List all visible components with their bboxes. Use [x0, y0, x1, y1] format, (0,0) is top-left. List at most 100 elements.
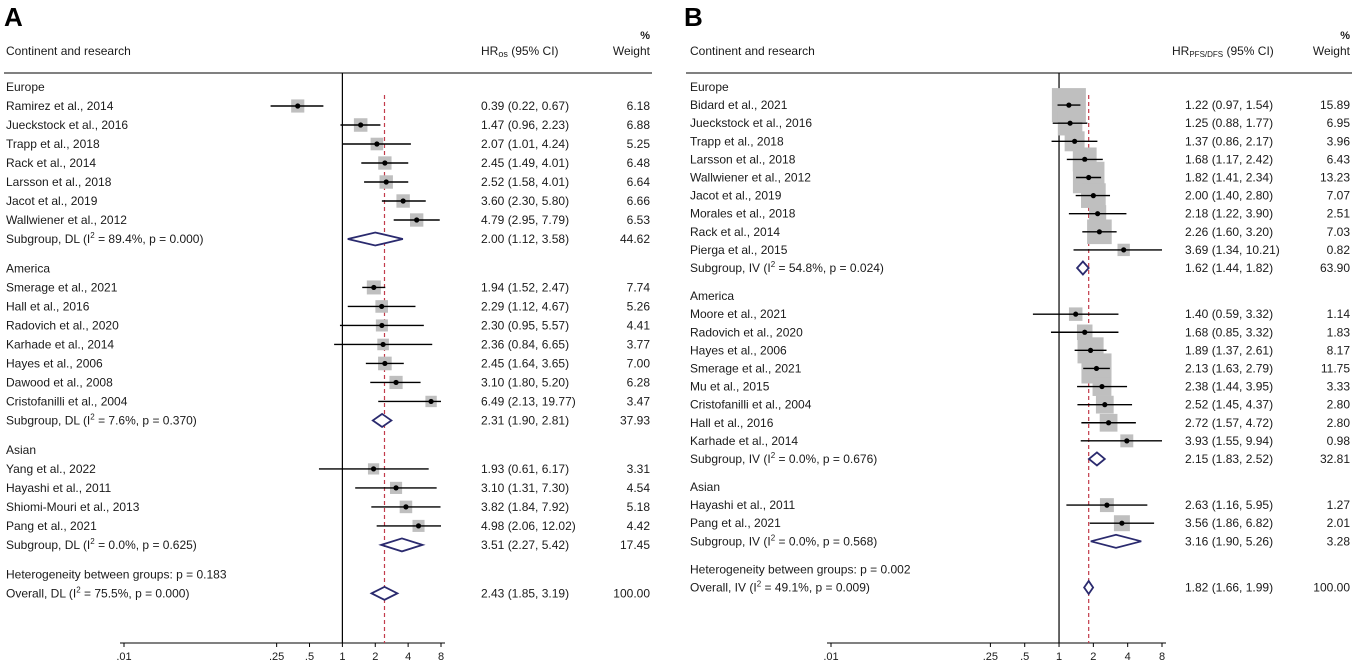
study-point-estimate: [1121, 247, 1127, 253]
study-weight-value: 8.17: [1327, 343, 1351, 357]
study-weight-value: 3.33: [1327, 380, 1351, 394]
study-point-estimate: [358, 122, 364, 128]
study-point-estimate: [379, 303, 385, 310]
subgroup-label: Subgroup, IV (I2 = 0.0%, p = 0.568): [690, 533, 877, 548]
study-weight-value: 1.27: [1327, 498, 1351, 512]
study-label: Yang et al., 2022: [6, 462, 96, 476]
panel-label: A: [4, 2, 23, 32]
study-ci-value: 2.26 (1.60, 3.20): [1185, 225, 1273, 239]
study-label: Bidard et al., 2021: [690, 98, 788, 112]
study-ci-value: 3.60 (2.30, 5.80): [481, 194, 569, 208]
study-weight-value: 6.66: [627, 194, 651, 208]
header-weight: Weight: [613, 44, 651, 58]
group-heading: Europe: [6, 80, 45, 94]
study-ci-value: 1.37 (0.86, 2.17): [1185, 134, 1273, 148]
study-label: Larsson et al., 2018: [6, 175, 112, 189]
subgroup-diamond: [371, 412, 393, 429]
study-point-estimate: [295, 103, 301, 109]
study-point-estimate: [1102, 402, 1108, 408]
study-ci-value: 3.69 (1.34, 10.21): [1185, 243, 1280, 257]
study-point-estimate: [1067, 120, 1073, 126]
overall-ci-value: 2.43 (1.85, 3.19): [481, 586, 569, 600]
study-label: Wallwiener et al., 2012: [690, 171, 811, 185]
study-ci-value: 1.22 (0.97, 1.54): [1185, 98, 1273, 112]
study-ci-value: 2.07 (1.01, 4.24): [481, 137, 569, 151]
study-weight-value: 3.96: [1327, 134, 1351, 148]
study-point-estimate: [1104, 502, 1110, 508]
subgroup-label: Subgroup, IV (I2 = 54.8%, p = 0.024): [690, 260, 884, 275]
forest-panel-a: A Continent and research HRos (95% CI)% Wei…: [4, 2, 652, 663]
group-heading: Europe: [690, 80, 729, 94]
x-tick-label: 8: [1159, 651, 1165, 663]
study-ci-value: 2.30 (0.95, 5.57): [481, 318, 569, 332]
study-label: Radovich et al., 2020: [6, 318, 119, 332]
overall-label: Overall, IV (I2 = 49.1%, p = 0.009): [690, 579, 870, 594]
study-label: Jacot et al., 2019: [6, 194, 98, 208]
study-label: Rack et al., 2014: [6, 156, 96, 170]
study-point-estimate: [428, 398, 434, 405]
study-ci-value: 3.10 (1.80, 5.20): [481, 375, 569, 389]
study-ci-value: 2.00 (1.40, 2.80): [1185, 189, 1273, 203]
study-label: Smerage et al., 2021: [6, 280, 118, 294]
study-label: Hayes et al., 2006: [6, 356, 103, 370]
study-label: Pang et al., 2021: [6, 519, 97, 533]
study-ci-value: 2.29 (1.12, 4.67): [481, 299, 569, 313]
header-weight: Weight: [1313, 44, 1351, 58]
subgroup-weight-value: 63.90: [1320, 261, 1350, 275]
study-point-estimate: [383, 179, 389, 185]
study-weight-value: 2.51: [1327, 207, 1351, 221]
subgroup-weight-value: 3.28: [1327, 534, 1351, 548]
subgroup-diamond: [1090, 533, 1142, 549]
study-point-estimate: [393, 379, 399, 386]
subgroup-weight-value: 44.62: [620, 232, 650, 246]
subgroup-weight-value: 17.45: [620, 538, 650, 552]
study-point-estimate: [415, 523, 422, 529]
study-ci-value: 2.45 (1.64, 3.65): [481, 356, 569, 370]
study-ci-value: 2.72 (1.57, 4.72): [1185, 416, 1273, 430]
study-weight-value: 6.28: [627, 375, 651, 389]
overall-weight-value: 100.00: [1313, 580, 1350, 594]
study-label: Dawood et al., 2008: [6, 375, 113, 389]
x-tick-label: 4: [405, 651, 411, 663]
study-weight-value: 7.00: [627, 356, 651, 370]
study-label: Mu et al., 2015: [690, 380, 770, 394]
study-ci-value: 4.98 (2.06, 12.02): [481, 519, 576, 533]
study-point-estimate: [1087, 347, 1094, 353]
study-label: Hayes et al., 2006: [690, 343, 787, 357]
study-point-estimate: [382, 160, 388, 166]
header-effect: HRos (95% CI): [481, 44, 559, 59]
study-label: Wallwiener et al., 2012: [6, 213, 127, 227]
study-point-estimate: [1119, 520, 1125, 526]
study-label: Radovich et al., 2020: [690, 325, 803, 339]
study-point-estimate: [400, 198, 406, 204]
study-label: Karhade et al., 2014: [6, 337, 114, 351]
panel-label: B: [684, 2, 703, 32]
study-weight-value: 6.88: [627, 118, 651, 132]
study-label: Karhade et al., 2014: [690, 434, 798, 448]
study-label: Shiomi-Mouri et al., 2013: [6, 500, 140, 514]
study-weight-value: 7.03: [1327, 225, 1351, 239]
study-ci-value: 6.49 (2.13, 19.77): [481, 394, 576, 408]
subgroup-weight-value: 37.93: [620, 413, 650, 427]
forest-panel-b: B Continent and research HRPFS/DFS (95% CI…: [684, 2, 1352, 663]
study-point-estimate: [371, 284, 377, 291]
x-tick-label: .01: [116, 651, 131, 663]
study-label: Hall et al., 2016: [6, 299, 90, 313]
header-effect: HRPFS/DFS (95% CI): [1172, 44, 1274, 59]
study-ci-value: 2.38 (1.44, 3.95): [1185, 380, 1273, 394]
study-point-estimate: [379, 322, 385, 329]
subgroup-ci-value: 2.15 (1.83, 2.52): [1185, 452, 1273, 466]
study-point-estimate: [1124, 438, 1130, 444]
study-point-estimate: [370, 466, 377, 472]
study-weight-value: 3.77: [627, 337, 651, 351]
study-ci-value: 3.93 (1.55, 9.94): [1185, 434, 1273, 448]
study-ci-value: 2.45 (1.49, 4.01): [481, 156, 569, 170]
study-ci-value: 1.89 (1.37, 2.61): [1185, 343, 1273, 357]
study-ci-value: 1.68 (0.85, 3.32): [1185, 325, 1273, 339]
study-ci-value: 1.93 (0.61, 6.17): [481, 462, 569, 476]
study-label: Hall et al., 2016: [690, 416, 774, 430]
study-weight-value: 2.80: [1327, 398, 1351, 412]
study-point-estimate: [1099, 383, 1105, 390]
study-weight-value: 6.48: [627, 156, 651, 170]
study-weight-value: 0.98: [1327, 434, 1351, 448]
